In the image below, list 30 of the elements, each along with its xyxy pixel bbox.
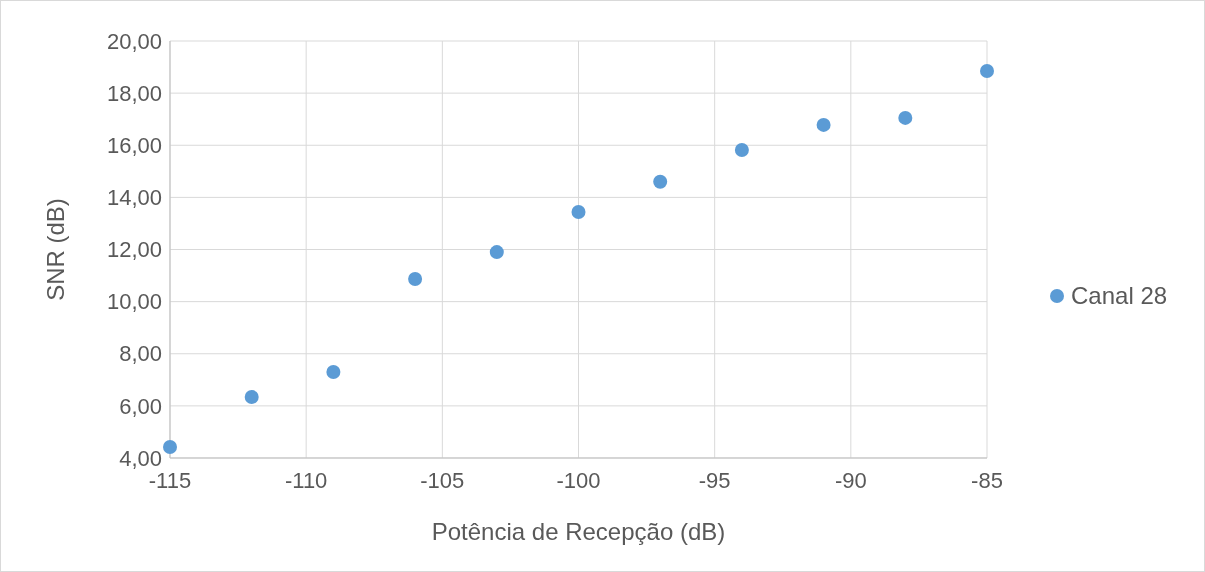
point bbox=[980, 63, 994, 78]
point bbox=[326, 364, 341, 379]
point bbox=[653, 174, 668, 189]
point bbox=[489, 245, 504, 260]
y-tick-label: 8,00 bbox=[119, 341, 162, 367]
y-tick-label: 16,00 bbox=[106, 132, 162, 158]
point bbox=[816, 117, 831, 132]
y-tick-label: 20,00 bbox=[106, 28, 162, 54]
x-tick-label: -105 bbox=[420, 468, 465, 493]
point bbox=[571, 204, 586, 219]
y-axis-title: SNR (dB) bbox=[42, 198, 69, 301]
x-tick-label: -90 bbox=[834, 468, 867, 493]
y-tick-label: 18,00 bbox=[106, 80, 162, 106]
y-tick-label: 6,00 bbox=[119, 393, 162, 419]
x-tick-label: -115 bbox=[148, 468, 192, 493]
y-tick-label: 4,00 bbox=[119, 445, 162, 471]
y-tick-label: 10,00 bbox=[106, 289, 162, 315]
point bbox=[163, 440, 177, 455]
x-tick-label: -85 bbox=[971, 468, 1003, 493]
point bbox=[898, 110, 913, 125]
x-tick-label: -95 bbox=[698, 468, 731, 493]
x-axis-title: Potência de Recepção (dB) bbox=[431, 518, 726, 545]
x-tick-label: -100 bbox=[556, 468, 601, 493]
y-tick-label: 12,00 bbox=[106, 237, 162, 263]
x-tick-label: -110 bbox=[284, 468, 328, 493]
legend-label: Canal 28 bbox=[1071, 282, 1168, 310]
point bbox=[244, 390, 259, 405]
y-tick-label: 14,00 bbox=[106, 185, 162, 211]
point bbox=[734, 142, 749, 157]
point bbox=[408, 271, 423, 286]
